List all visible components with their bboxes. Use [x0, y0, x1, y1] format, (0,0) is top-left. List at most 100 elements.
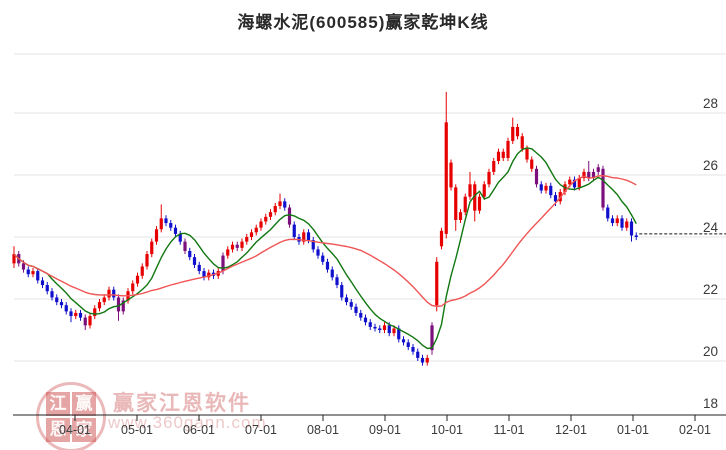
- candle-body: [606, 207, 610, 219]
- candle-body: [363, 317, 368, 323]
- candle-body: [116, 297, 121, 312]
- candle-body: [183, 241, 187, 251]
- candle-body: [159, 218, 163, 230]
- candle-body: [311, 240, 315, 250]
- candle-body: [458, 212, 463, 220]
- candle-body: [40, 280, 45, 286]
- candle-body: [615, 218, 619, 224]
- candle-body: [416, 351, 420, 358]
- chart-title: 海螺水泥(600585)赢家乾坤K线: [237, 13, 489, 32]
- candle-body: [368, 322, 372, 327]
- candle-body: [273, 206, 277, 213]
- candle-body: [425, 357, 429, 363]
- candle-body: [501, 151, 505, 158]
- candle-body: [330, 269, 334, 278]
- candle-body: [449, 162, 453, 188]
- y-axis-label: 18: [703, 396, 718, 411]
- candle-body: [26, 269, 30, 275]
- candle-body: [454, 187, 458, 220]
- candle-body: [435, 261, 439, 306]
- x-axis-label: 02-01: [679, 423, 711, 437]
- candle-body: [287, 207, 292, 225]
- candle-body: [221, 255, 225, 272]
- candle-body: [21, 263, 26, 270]
- candle-body: [591, 171, 596, 179]
- y-axis-label: 22: [703, 282, 718, 297]
- candle-body: [226, 249, 230, 256]
- candle-body: [36, 271, 40, 281]
- x-axis-label: 08-01: [307, 423, 339, 437]
- candle-body: [335, 277, 339, 286]
- candle-body: [45, 285, 49, 292]
- candle-body: [596, 167, 600, 172]
- candle-body: [378, 328, 382, 330]
- candle-body: [349, 302, 353, 307]
- candle-body: [278, 201, 282, 206]
- candle-body: [496, 151, 501, 162]
- candle-body: [553, 195, 558, 202]
- candle-body: [629, 221, 634, 236]
- candle-body: [78, 312, 83, 318]
- candle-body: [525, 148, 529, 160]
- candle-body: [245, 237, 249, 242]
- candle-body: [634, 235, 638, 237]
- candle-body: [392, 328, 396, 334]
- candle-body: [102, 297, 106, 303]
- candle-body: [534, 168, 539, 185]
- candle-body: [192, 257, 197, 265]
- candle-body: [88, 316, 92, 326]
- x-axis-label: 10-01: [431, 423, 463, 437]
- candle-body: [477, 196, 482, 211]
- candle-body: [50, 291, 54, 298]
- candle-body: [468, 184, 472, 197]
- candle-body: [112, 289, 116, 298]
- candle-body: [463, 196, 467, 213]
- candle-body: [359, 312, 363, 318]
- candle-body: [382, 325, 387, 330]
- candle-body: [577, 178, 581, 188]
- candle-body: [306, 232, 311, 241]
- candle-body: [207, 272, 211, 278]
- candle-body: [625, 221, 629, 228]
- candle-body: [373, 326, 377, 329]
- candle-body: [420, 357, 425, 363]
- x-axis-label: 05-01: [121, 423, 153, 437]
- candle-body: [444, 122, 448, 234]
- candle-body: [401, 339, 406, 343]
- candle-body: [150, 241, 154, 255]
- candle-body: [321, 255, 325, 262]
- candle-body: [411, 347, 415, 352]
- candle-body: [344, 297, 349, 303]
- x-axis-label: 01-01: [617, 423, 649, 437]
- candle-body: [511, 126, 515, 141]
- candle-body: [283, 201, 287, 208]
- candle-body: [487, 171, 491, 185]
- x-axis-label: 07-01: [245, 423, 277, 437]
- x-axis-label: 12-01: [555, 423, 587, 437]
- candle-body: [259, 221, 263, 228]
- candle-body: [59, 302, 64, 306]
- candle-body: [302, 232, 306, 242]
- y-axis-label: 24: [703, 220, 719, 235]
- candle-body: [520, 136, 524, 149]
- candle-body: [264, 216, 268, 222]
- candle-body: [235, 244, 239, 248]
- candle-body: [610, 218, 615, 224]
- candle-body: [572, 179, 577, 188]
- candle-body: [620, 218, 624, 228]
- candle-body: [188, 250, 192, 258]
- candle-body: [430, 325, 434, 351]
- ma-line-long: [13, 174, 637, 307]
- candle-body: [135, 275, 140, 284]
- candle-body: [316, 249, 320, 256]
- candle-body: [31, 271, 35, 275]
- ma-line-short: [13, 147, 637, 350]
- candle-body: [506, 140, 510, 158]
- y-axis-label: 20: [703, 344, 718, 359]
- candle-body: [292, 224, 296, 237]
- candle-body: [387, 325, 391, 334]
- candle-body: [240, 241, 244, 248]
- candle-body: [515, 126, 520, 137]
- candle-body: [439, 230, 444, 247]
- x-axis-label: 09-01: [369, 423, 401, 437]
